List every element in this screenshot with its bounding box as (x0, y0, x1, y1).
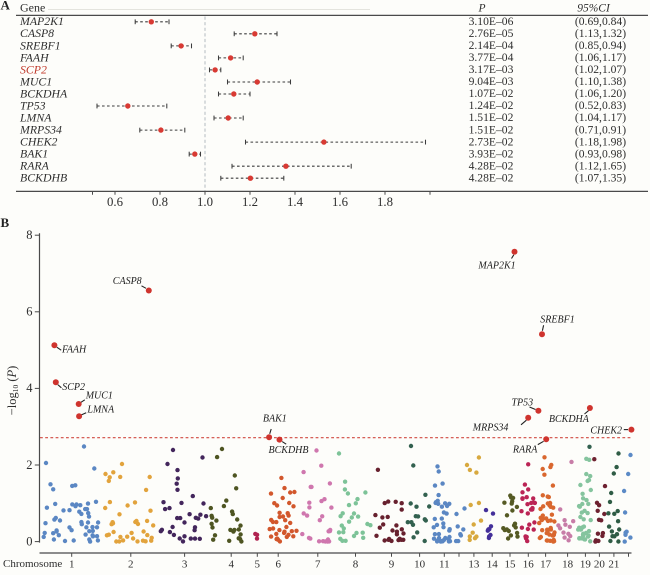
svg-text:1.51E–02: 1.51E–02 (469, 111, 514, 124)
svg-text:Gene: Gene (20, 1, 45, 15)
svg-text:2.73E–02: 2.73E–02 (469, 135, 514, 148)
svg-text:(0.52,0.83): (0.52,0.83) (575, 99, 626, 112)
svg-text:3.93E–02: 3.93E–02 (469, 147, 514, 160)
svg-text:CHEK2: CHEK2 (20, 135, 57, 149)
svg-text:2.14E–04: 2.14E–04 (469, 39, 514, 52)
svg-text:5: 5 (255, 559, 261, 571)
svg-text:3: 3 (182, 559, 188, 571)
svg-text:CHEK2: CHEK2 (590, 425, 622, 436)
svg-text:2: 2 (26, 458, 32, 472)
svg-text:4: 4 (228, 559, 234, 571)
svg-text:P: P (477, 3, 485, 15)
svg-text:(0.93,0.98): (0.93,0.98) (575, 147, 626, 160)
svg-text:7: 7 (315, 559, 321, 571)
svg-text:0.6: 0.6 (107, 195, 124, 209)
svg-text:0.8: 0.8 (152, 195, 168, 209)
svg-text:FAAH: FAAH (61, 345, 87, 356)
svg-text:1.6: 1.6 (332, 195, 349, 209)
svg-text:13: 13 (468, 559, 480, 571)
svg-text:21: 21 (608, 559, 619, 571)
svg-text:TP53: TP53 (512, 398, 534, 409)
svg-text:(1.06,1.20): (1.06,1.20) (575, 87, 626, 100)
svg-text:18: 18 (562, 559, 574, 571)
svg-text:(1.10,1.38): (1.10,1.38) (575, 75, 626, 88)
svg-text:17: 17 (540, 559, 552, 571)
svg-text:BAK1: BAK1 (20, 147, 48, 161)
svg-text:1.2: 1.2 (242, 195, 258, 209)
svg-text:8: 8 (353, 559, 359, 571)
svg-text:CASP8: CASP8 (20, 26, 54, 40)
svg-text:A: A (1, 0, 11, 13)
svg-text:2: 2 (128, 559, 134, 571)
svg-text:FAAH: FAAH (19, 50, 50, 64)
svg-text:(0.85,0.94): (0.85,0.94) (575, 39, 626, 52)
svg-text:BCKDHB: BCKDHB (269, 445, 309, 456)
svg-text:MUC1: MUC1 (85, 391, 113, 402)
svg-text:1.07E–02: 1.07E–02 (469, 87, 514, 100)
svg-text:−log10 (P): −log10 (P) (5, 366, 20, 416)
svg-text:BAK1: BAK1 (263, 414, 287, 425)
svg-text:15: 15 (505, 559, 517, 571)
svg-text:LMNA: LMNA (86, 405, 115, 416)
svg-text:3.17E–03: 3.17E–03 (469, 63, 514, 76)
svg-text:RARA: RARA (512, 445, 538, 456)
svg-text:6: 6 (275, 559, 281, 571)
svg-text:1.0: 1.0 (197, 195, 213, 209)
svg-text:BCKDHB: BCKDHB (20, 171, 67, 185)
svg-text:1.8: 1.8 (377, 195, 393, 209)
svg-text:B: B (1, 215, 10, 230)
svg-text:14: 14 (487, 559, 499, 571)
svg-text:(1.07,1.35): (1.07,1.35) (575, 171, 626, 184)
svg-text:(1.18,1.98): (1.18,1.98) (575, 135, 626, 148)
svg-text:2.76E–05: 2.76E–05 (469, 27, 514, 40)
svg-text:19: 19 (580, 559, 592, 571)
svg-text:(0.69,0.84): (0.69,0.84) (575, 15, 626, 28)
svg-text:MRPS34: MRPS34 (472, 423, 509, 434)
svg-text:95%CI: 95%CI (577, 3, 611, 15)
svg-text:(1.13,1.32): (1.13,1.32) (575, 27, 626, 40)
svg-text:(1.12,1.65): (1.12,1.65) (575, 159, 626, 172)
svg-text:4: 4 (26, 381, 33, 395)
svg-text:1.4: 1.4 (287, 195, 304, 209)
svg-text:4.28E–02: 4.28E–02 (469, 171, 514, 184)
svg-text:SCP2: SCP2 (62, 382, 85, 393)
svg-text:9: 9 (389, 559, 395, 571)
svg-text:MRPS34: MRPS34 (19, 123, 62, 137)
svg-text:SCP2: SCP2 (20, 62, 47, 76)
svg-text:10: 10 (414, 559, 426, 571)
svg-text:4.28E–02: 4.28E–02 (469, 159, 514, 172)
svg-text:BCKDHA: BCKDHA (549, 414, 590, 425)
svg-text:1.51E–02: 1.51E–02 (469, 123, 514, 136)
svg-text:(0.71,0.91): (0.71,0.91) (575, 123, 626, 136)
svg-text:SREBF1: SREBF1 (540, 315, 574, 326)
svg-text:MAP2K1: MAP2K1 (477, 261, 515, 272)
svg-text:CASP8: CASP8 (113, 276, 142, 287)
svg-text:MAP2K1: MAP2K1 (19, 14, 64, 28)
svg-text:(1.06,1.17): (1.06,1.17) (575, 51, 626, 64)
svg-text:9.04E–03: 9.04E–03 (469, 75, 514, 88)
svg-text:3.77E–04: 3.77E–04 (469, 51, 514, 64)
svg-text:RARA: RARA (19, 159, 50, 173)
svg-text:BCKDHA: BCKDHA (20, 86, 68, 100)
svg-text:1: 1 (69, 559, 75, 571)
svg-text:16: 16 (523, 559, 535, 571)
svg-text:TP53: TP53 (20, 98, 46, 112)
svg-text:Chromosome: Chromosome (3, 558, 62, 570)
svg-text:SREBF1: SREBF1 (20, 38, 61, 52)
svg-text:6: 6 (26, 305, 32, 319)
svg-text:20: 20 (594, 559, 606, 571)
svg-text:3.10E–06: 3.10E–06 (469, 15, 514, 28)
svg-text:(1.02,1.07): (1.02,1.07) (575, 63, 626, 76)
svg-text:8: 8 (26, 228, 32, 242)
svg-text:(1.04,1.17): (1.04,1.17) (575, 111, 626, 124)
svg-text:MUC1: MUC1 (19, 74, 52, 88)
svg-text:11: 11 (439, 559, 450, 571)
svg-text:0: 0 (26, 534, 32, 548)
svg-text:LMNA: LMNA (19, 110, 52, 124)
svg-text:1.24E–02: 1.24E–02 (469, 99, 514, 112)
